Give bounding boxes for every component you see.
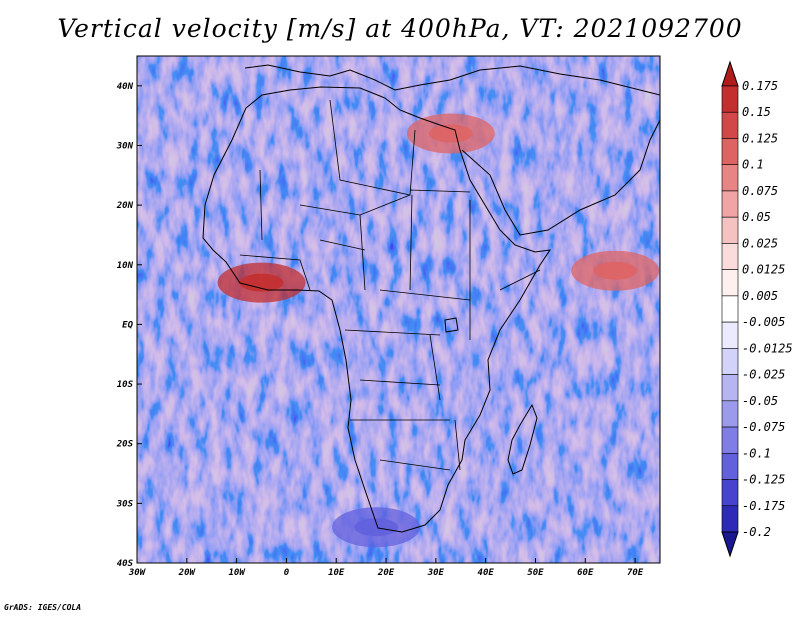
lat-tick-label: 40S	[117, 559, 134, 569]
velocity-field-texture	[137, 56, 660, 563]
europe-coastline	[244, 64, 660, 96]
lat-tick-label: 30N	[116, 141, 134, 151]
lon-tick-label: 10E	[328, 568, 345, 578]
lon-tick-label: 60E	[577, 568, 594, 578]
map-plot-area	[137, 56, 660, 563]
colorbar-swatch	[721, 400, 739, 428]
lat-tick-label: 30S	[116, 499, 134, 509]
lat-tick-label: 10N	[117, 261, 134, 271]
map-frame	[136, 55, 661, 564]
west-african-ascent-core	[239, 273, 284, 292]
colorbar-swatch	[721, 85, 739, 113]
lon-tick-label: 50E	[527, 568, 544, 578]
coastlines-and-borders	[202, 64, 660, 533]
colorbar-label: 0.005	[742, 289, 778, 303]
colorbar-label: -0.2	[742, 525, 771, 539]
colorbar-swatch	[721, 321, 739, 349]
colorbar-label: 0.05	[742, 210, 771, 224]
chart-title: Vertical velocity [m/s] at 400hPa, VT: 2…	[57, 14, 743, 43]
colorbar-swatch	[721, 452, 739, 480]
colorbar-label: -0.175	[742, 499, 785, 513]
colorbar-label: -0.0125	[742, 341, 793, 355]
colorbar-label: 0.0125	[742, 263, 785, 277]
colorbar-label: 0.1	[742, 158, 764, 172]
colorbar-swatch	[721, 479, 739, 507]
lake-victoria	[444, 317, 459, 333]
lon-tick-label: 20W	[178, 568, 197, 578]
colorbar-swatch	[721, 374, 739, 402]
lat-tick-label: EQ	[122, 320, 133, 330]
colorbar-swatch	[721, 295, 739, 323]
colorbar-label: -0.005	[742, 315, 785, 329]
colorbar-label: -0.1	[742, 446, 771, 460]
colorbar-swatch	[721, 269, 739, 297]
colorbar-label: -0.05	[742, 394, 778, 408]
lon-tick-label: 30W	[128, 568, 147, 578]
colorbar-label: 0.025	[742, 236, 778, 250]
colorbar-swatch	[721, 190, 739, 218]
colorbar: 0.175 0.15 0.125 0.1 0.075 0.05 0.025 0.0125 0.0…	[721, 60, 793, 558]
colorbar-label: -0.075	[742, 420, 785, 434]
colorbar-label: -0.125	[742, 473, 785, 487]
arabian-sea-ascent-core	[593, 261, 638, 280]
colorbar-label: -0.025	[742, 368, 785, 382]
colorbar-bottom-arrow	[721, 531, 739, 558]
lon-tick-label: 30E	[427, 568, 445, 578]
colorbar-swatch	[721, 426, 739, 454]
colorbar-label: 0.175	[742, 79, 778, 93]
colorbar-swatch	[721, 243, 739, 270]
colorbar-swatch	[721, 138, 739, 166]
lon-tick-label: 40E	[478, 568, 495, 578]
colorbar-label: 0.075	[742, 184, 778, 198]
lat-tick-label: 10S	[117, 380, 134, 390]
latitude-axis: 40N 30N 20N 10N EQ 10S 20S 30S 40S	[116, 82, 142, 569]
colorbar-swatch	[721, 164, 739, 192]
colorbar-top-arrow	[721, 60, 739, 87]
country-borders	[239, 99, 541, 471]
colorbar-swatch	[721, 216, 739, 244]
colorbar-label: 0.15	[742, 105, 771, 119]
lat-tick-label: 20N	[116, 201, 134, 211]
lon-tick-label: 20E	[377, 568, 395, 578]
lat-tick-label: 40N	[117, 82, 134, 92]
madagascar-coastline	[507, 403, 538, 475]
longitude-axis: 30W 20W 10W 0 10E 20E 30E 40E 50E 60E 70E	[128, 558, 644, 578]
africa-coastline	[202, 86, 552, 533]
lon-tick-label: 0	[284, 568, 290, 578]
colorbar-swatch	[721, 348, 739, 375]
colorbar-swatch	[721, 111, 739, 139]
lon-tick-label: 10W	[228, 568, 246, 578]
colorbar-label: 0.125	[742, 131, 778, 145]
red-sea-ascent-core	[428, 124, 473, 143]
southern-ocean-descent-core	[354, 518, 399, 537]
arabia-coastline	[461, 119, 660, 236]
lon-tick-label: 70E	[627, 568, 644, 578]
credit-text: GrADS: IGES/COLA	[4, 603, 82, 612]
colorbar-swatch	[721, 505, 739, 533]
lat-tick-label: 20S	[116, 440, 134, 450]
